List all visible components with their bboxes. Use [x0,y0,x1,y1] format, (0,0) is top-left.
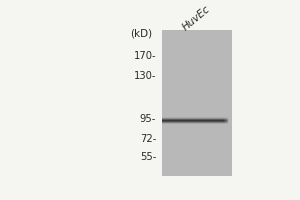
Text: (kD): (kD) [130,28,153,38]
Text: 95-: 95- [140,114,156,124]
Text: 170-: 170- [134,51,156,61]
Text: 55-: 55- [140,152,156,162]
Bar [162,30,232,176]
Text: HuvEc: HuvEc [181,4,212,32]
Text: 72-: 72- [140,134,156,144]
Text: 130-: 130- [134,71,156,81]
